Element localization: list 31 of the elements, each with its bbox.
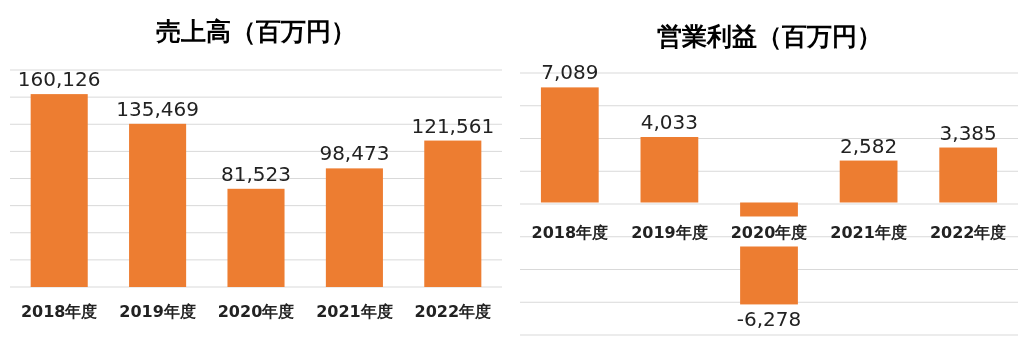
data-label: 7,089 xyxy=(541,60,599,85)
x-tick-label: 2022年度 xyxy=(414,302,492,321)
x-tick-label: 2018年度 xyxy=(531,223,609,243)
data-label: 2,582 xyxy=(839,133,898,158)
bar xyxy=(939,147,998,203)
data-label: 4,033 xyxy=(640,110,699,135)
data-label: 160,126 xyxy=(17,67,101,92)
x-tick-label: 2021年度 xyxy=(316,302,393,321)
bar xyxy=(540,87,599,203)
data-label: 121,561 xyxy=(411,113,495,138)
chart-title: 売上高（百万円） xyxy=(156,17,356,46)
data-label: 3,385 xyxy=(939,120,997,145)
bar xyxy=(640,137,699,203)
x-tick-label: 2018年度 xyxy=(20,302,98,321)
x-tick-label: 2019年度 xyxy=(119,302,196,321)
bar xyxy=(129,123,187,287)
x-tick-label: 2020年度 xyxy=(217,302,295,321)
x-tick-label: 2019年度 xyxy=(631,223,708,243)
data-label: 135,469 xyxy=(116,96,199,121)
data-label: -6,278 xyxy=(736,307,802,332)
bar xyxy=(839,160,898,203)
x-tick-label: 2021年度 xyxy=(830,223,907,243)
data-label: 81,523 xyxy=(221,161,291,186)
x-tick-label: 2022年度 xyxy=(929,223,1007,243)
bar xyxy=(30,94,88,287)
x-tick-label: 2020年度 xyxy=(730,223,808,243)
data-label: 98,473 xyxy=(319,141,390,166)
chart-title: 営業利益（百万円） xyxy=(656,22,882,51)
bar xyxy=(424,140,482,287)
bar xyxy=(227,188,285,287)
bar xyxy=(325,168,383,287)
